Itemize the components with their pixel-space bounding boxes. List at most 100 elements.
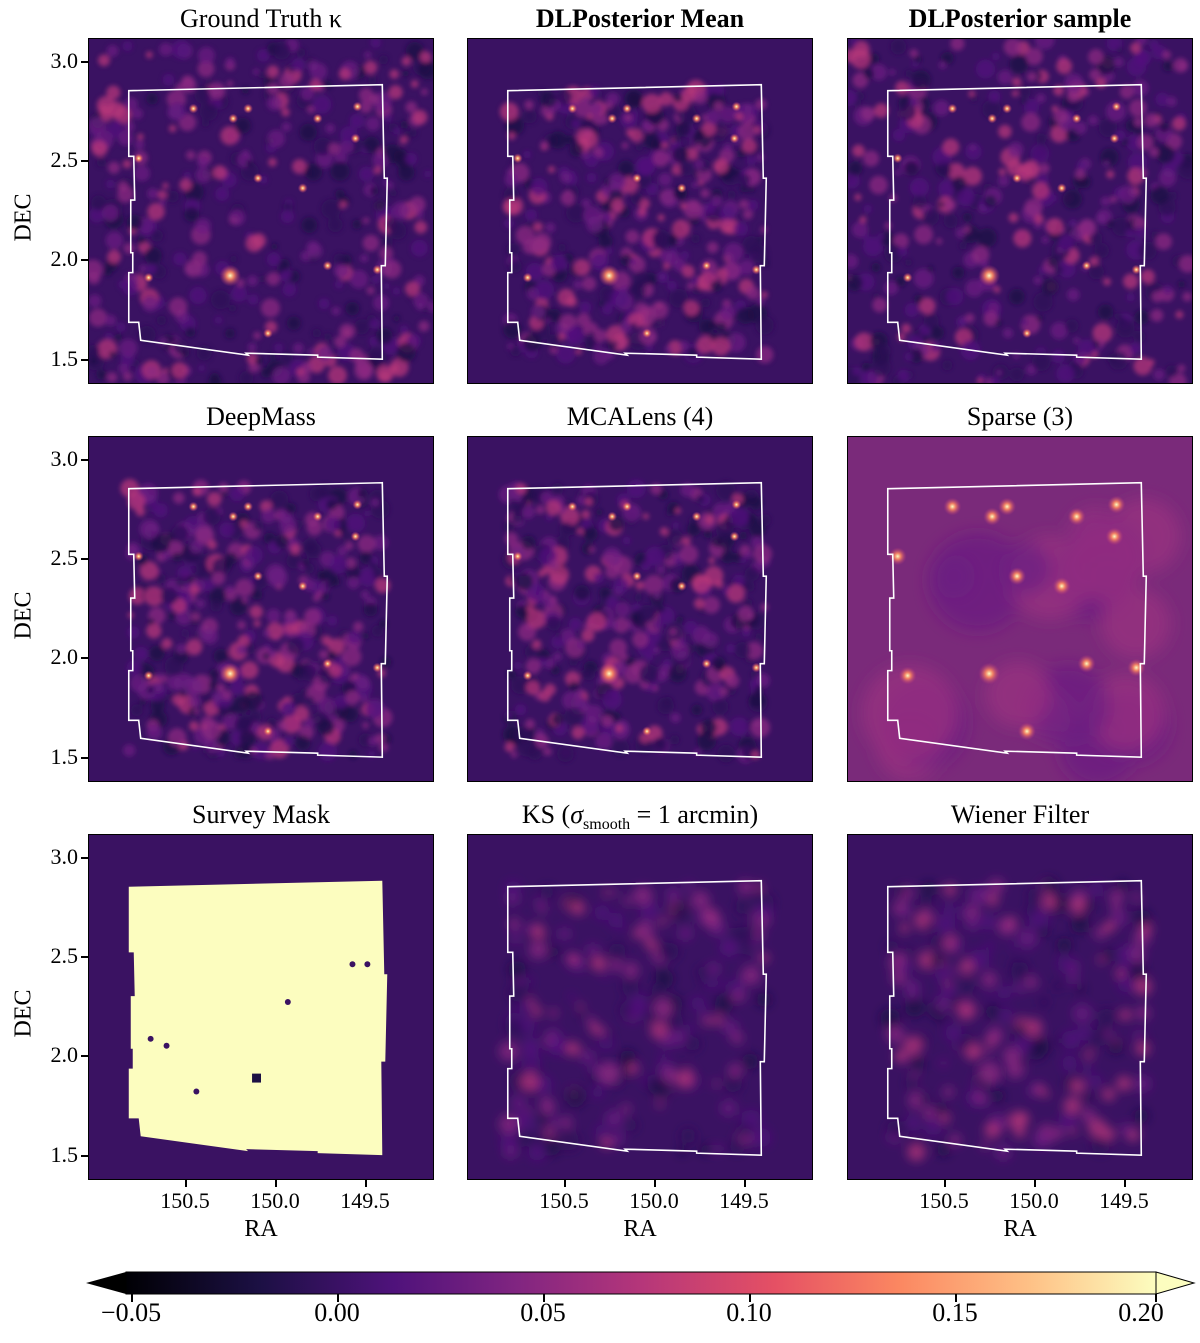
x-tickmark <box>944 1180 946 1187</box>
panel-wiener <box>847 834 1193 1180</box>
y-tick-r2-2.0: 2.0 <box>50 644 79 669</box>
colorbar-tick-label: 0.05 <box>520 1298 566 1327</box>
panel-deepmass <box>88 436 434 782</box>
y-tickmark <box>81 1155 88 1157</box>
y-tick-r2-1.5: 1.5 <box>50 744 79 769</box>
y-tick-r3-2.0: 2.0 <box>50 1042 79 1067</box>
map-truth <box>89 39 433 383</box>
x-tick-c1-150.0: 150.0 <box>250 1188 300 1213</box>
y-tickmark <box>81 558 88 560</box>
x-tick-c2-150.5: 150.5 <box>539 1188 589 1213</box>
y-tickmark <box>81 1055 88 1057</box>
colorbar-tickmark <box>131 1294 133 1302</box>
colorbar-gradient <box>125 1271 1157 1295</box>
y-tickmark <box>81 459 88 461</box>
y-tick-r2-3.0: 3.0 <box>50 446 79 471</box>
colorbar-tickmark <box>1155 1294 1157 1302</box>
survey-outline <box>127 83 389 360</box>
panel-sparse <box>847 436 1193 782</box>
y-tick-r2-2.5: 2.5 <box>50 545 79 570</box>
y-tick-r1-2.5: 2.5 <box>50 147 79 172</box>
colorbar-extend-max <box>1155 1271 1196 1295</box>
x-tick-c3-150.0: 150.0 <box>1009 1188 1059 1213</box>
colorbar-extend-min <box>86 1272 126 1294</box>
colorbar-tick-label: 0.00 <box>314 1298 360 1327</box>
colorbar-tick-label: −0.05 <box>100 1298 162 1327</box>
ks-title-suffix: = 1 arcmin) <box>630 800 759 829</box>
map-dlposterior-sample <box>848 39 1192 383</box>
y-tickmark <box>81 757 88 759</box>
panel-title-ks: KS (σsmooth = 1 arcmin) <box>440 800 840 834</box>
survey-outline <box>506 83 768 360</box>
survey-outline <box>506 481 768 758</box>
y-tick-r1-1.5: 1.5 <box>50 346 79 371</box>
x-tick-c1-149.5: 149.5 <box>340 1188 390 1213</box>
colorbar-tickmark <box>337 1294 339 1302</box>
y-tick-r3-1.5: 1.5 <box>50 1142 79 1167</box>
x-tick-c2-149.5: 149.5 <box>719 1188 769 1213</box>
x-tickmark <box>564 1180 566 1187</box>
x-axis-label-c1: RA <box>244 1216 278 1242</box>
panel-dlposterior-mean <box>467 38 813 384</box>
panel-mcalens <box>467 436 813 782</box>
colorbar-tickmark <box>749 1294 751 1302</box>
survey-outline <box>886 879 1148 1156</box>
panel-title-deepmass: DeepMass <box>206 402 316 431</box>
x-tickmark <box>744 1180 746 1187</box>
colorbar-tickmark <box>543 1294 545 1302</box>
ks-title-sigma: σ <box>570 800 584 829</box>
x-axis-label-c3: RA <box>1003 1216 1037 1242</box>
survey-mask-region <box>128 880 388 1156</box>
y-axis-label-row3: DEC <box>10 989 37 1038</box>
colorbar <box>86 1271 1196 1295</box>
y-tickmark <box>81 61 88 63</box>
panel-title-wiener: Wiener Filter <box>950 800 1090 829</box>
colorbar-tickmark <box>955 1294 957 1302</box>
survey-outline <box>506 879 768 1156</box>
map-ks <box>468 835 812 1179</box>
y-tickmark <box>81 160 88 162</box>
x-tick-c1-150.5: 150.5 <box>160 1188 210 1213</box>
panel-title-dlposterior-mean: DLPosterior Mean <box>535 4 745 33</box>
ks-title-sub: smooth <box>583 816 631 834</box>
map-deepmass <box>89 437 433 781</box>
survey-outline <box>127 481 389 758</box>
x-tickmark <box>1124 1180 1126 1187</box>
colorbar-tick-label: 0.15 <box>932 1298 978 1327</box>
colorbar-tick-label: 0.20 <box>1118 1298 1164 1327</box>
y-tickmark <box>81 259 88 261</box>
panel-dlposterior-sample <box>847 38 1193 384</box>
survey-outline <box>886 481 1148 758</box>
y-tickmark <box>81 359 88 361</box>
y-tickmark <box>81 657 88 659</box>
x-tick-c3-149.5: 149.5 <box>1099 1188 1149 1213</box>
panel-title-survey-mask: Survey Mask <box>192 800 330 829</box>
colorbar-tick-label: 0.10 <box>726 1298 772 1327</box>
y-tickmark <box>81 857 88 859</box>
panel-title-sparse: Sparse (3) <box>966 402 1074 431</box>
map-sparse <box>848 437 1192 781</box>
x-axis-label-c2: RA <box>623 1216 657 1242</box>
x-tickmark <box>275 1180 277 1187</box>
map-survey-mask <box>89 835 433 1179</box>
y-axis-label-row1: DEC <box>10 193 37 242</box>
y-tick-r3-2.5: 2.5 <box>50 943 79 968</box>
y-axis-label-row2: DEC <box>10 591 37 640</box>
map-dlposterior-mean <box>468 39 812 383</box>
x-tick-c3-150.5: 150.5 <box>919 1188 969 1213</box>
panel-ks <box>467 834 813 1180</box>
survey-outline <box>886 83 1148 360</box>
panel-truth <box>88 38 434 384</box>
panel-title-dlposterior-sample: DLPosterior sample <box>908 4 1132 33</box>
y-tick-r3-3.0: 3.0 <box>50 844 79 869</box>
x-tickmark <box>185 1180 187 1187</box>
panel-title-truth: Ground Truth κ <box>180 4 342 33</box>
y-tick-r1-2.0: 2.0 <box>50 246 79 271</box>
x-tickmark <box>1034 1180 1036 1187</box>
x-tickmark <box>654 1180 656 1187</box>
panel-survey-mask <box>88 834 434 1180</box>
map-mcalens <box>468 437 812 781</box>
y-tick-r1-3.0: 3.0 <box>50 48 79 73</box>
ks-title-prefix: KS ( <box>521 800 571 829</box>
x-tickmark <box>365 1180 367 1187</box>
